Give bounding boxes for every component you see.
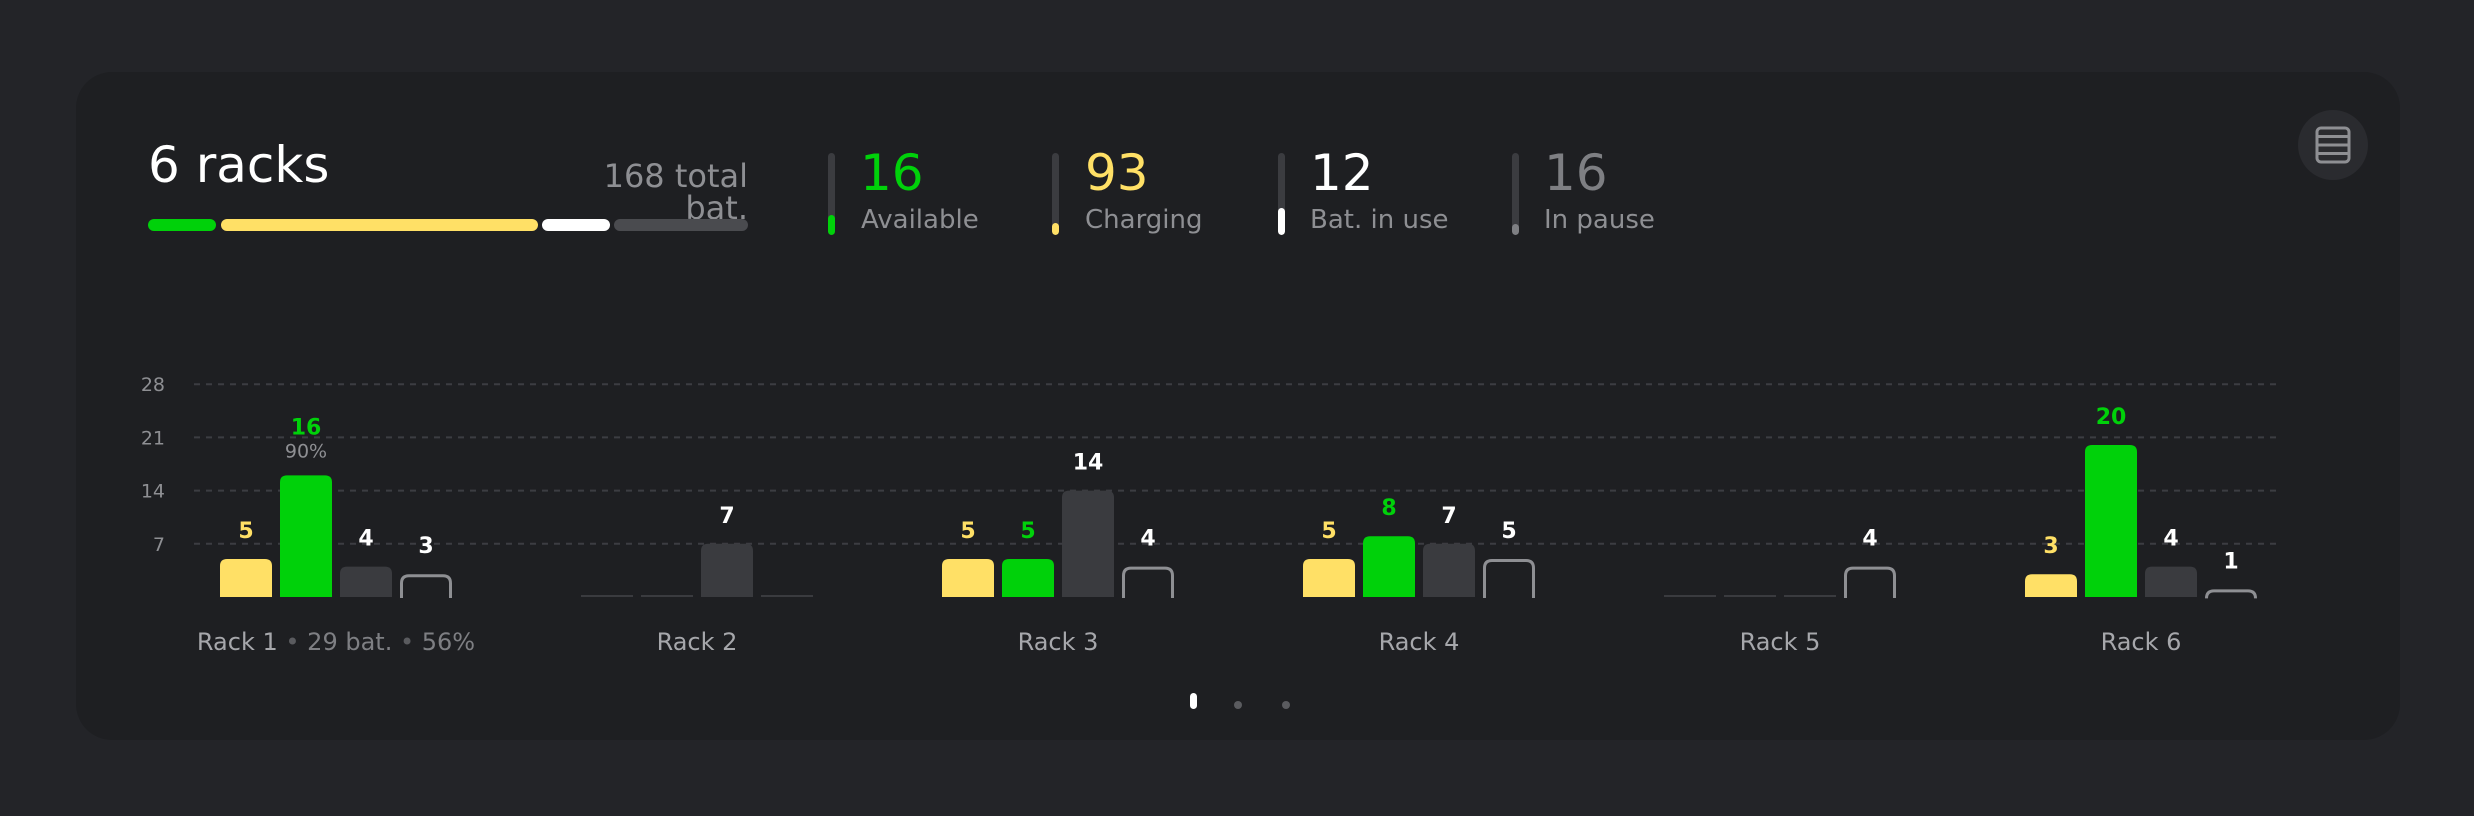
data-label: 5: [1020, 519, 1035, 544]
rack-summary-card: [76, 72, 2400, 740]
data-label: 4: [2163, 527, 2178, 552]
rack-name: Rack 2: [657, 628, 738, 656]
x-tick-label: Rack 4: [1379, 628, 1460, 656]
data-label: 14: [1073, 451, 1104, 476]
y-tick-label: 7: [153, 534, 165, 556]
in-use-level-fill: [1278, 207, 1285, 235]
data-label: 20: [2096, 405, 2127, 430]
x-tick-label: Rack 3: [1018, 628, 1099, 656]
data-label: 3: [418, 534, 433, 559]
in-use-label: Bat. in use: [1310, 205, 1449, 235]
x-tick-label: Rack 5: [1740, 628, 1821, 656]
in-pause-bar: [1483, 559, 1535, 598]
in-use-count: 12: [1310, 144, 1374, 202]
available-bar: [2085, 445, 2137, 597]
table-icon: [2315, 126, 2351, 164]
rack-name: Rack 6: [2101, 628, 2182, 656]
in-pause-count: 16: [1544, 144, 1608, 202]
in-pause-level-fill: [1512, 223, 1519, 235]
detail-separator: •: [278, 628, 307, 656]
in-pause-bar: [400, 574, 452, 598]
rack-detail: 56%: [422, 628, 475, 656]
in-pause-level-bar: [1512, 153, 1519, 235]
charging-level-bar: [1052, 153, 1059, 235]
rack-name: Rack 1: [197, 628, 278, 656]
charging-segment: [221, 219, 538, 231]
available-label: Available: [861, 205, 979, 235]
data-label: 8: [1381, 496, 1396, 521]
racks-count-title: 6 racks: [148, 136, 330, 194]
in-pause-label: In pause: [1544, 205, 1655, 235]
data-label: 5: [238, 519, 253, 544]
available-count: 16: [860, 144, 924, 202]
in-use-level-bar: [1278, 153, 1285, 235]
pager-dot[interactable]: [1234, 701, 1242, 709]
data-label: 4: [1140, 527, 1155, 552]
pager-dot[interactable]: [1190, 693, 1197, 709]
charging-bar: [942, 559, 994, 597]
data-label: 7: [719, 504, 734, 529]
charging-bar: [2025, 574, 2077, 597]
y-tick-label: 14: [141, 481, 165, 503]
y-tick-label: 21: [141, 427, 165, 449]
data-label: 1: [2223, 549, 2238, 574]
data-label: 5: [1501, 519, 1516, 544]
available-level-fill: [828, 214, 835, 235]
in-use-bar: [1062, 490, 1114, 597]
rack-name: Rack 4: [1379, 628, 1460, 656]
rack-name: Rack 5: [1740, 628, 1821, 656]
data-label: 4: [1862, 527, 1877, 552]
data-label: 7: [1441, 504, 1456, 529]
percent-annotation: 90%: [285, 440, 327, 462]
charging-count: 93: [1085, 144, 1149, 202]
available-bar: [1363, 536, 1415, 597]
in-pause-bar: [1122, 566, 1174, 598]
data-label: 16: [291, 415, 322, 440]
charging-bar: [220, 559, 272, 597]
total-batteries-label: 168 total bat.: [603, 157, 748, 227]
in-use-bar: [1423, 543, 1475, 597]
in-use-bar: [2145, 566, 2197, 597]
data-label: 5: [960, 519, 975, 544]
x-tick-label: Rack 6: [2101, 628, 2182, 656]
table-view-button[interactable]: [2298, 110, 2368, 180]
available-bar: [280, 475, 332, 597]
pager-dot[interactable]: [1282, 701, 1290, 709]
charging-label: Charging: [1085, 205, 1203, 235]
in-pause-bar: [1844, 566, 1896, 598]
in-use-bar: [340, 566, 392, 597]
x-tick-label: Rack 1 • 29 bat. • 56%: [197, 628, 475, 656]
data-label: 4: [358, 527, 373, 552]
charging-level-fill: [1052, 222, 1059, 235]
in-pause-bar: [2205, 589, 2257, 599]
in-use-bar: [701, 543, 753, 597]
rack-name: Rack 3: [1018, 628, 1099, 656]
x-tick-label: Rack 2: [657, 628, 738, 656]
detail-separator: •: [392, 628, 421, 656]
charging-bar: [1303, 559, 1355, 597]
available-bar: [1002, 559, 1054, 597]
in-use-segment: [542, 219, 610, 231]
y-tick-label: 28: [141, 374, 165, 396]
rack-detail: 29 bat.: [307, 628, 392, 656]
in-pause-segment: [614, 219, 748, 231]
data-label: 5: [1321, 519, 1336, 544]
available-segment: [148, 219, 216, 231]
data-label: 3: [2043, 534, 2058, 559]
available-level-bar: [828, 153, 835, 235]
